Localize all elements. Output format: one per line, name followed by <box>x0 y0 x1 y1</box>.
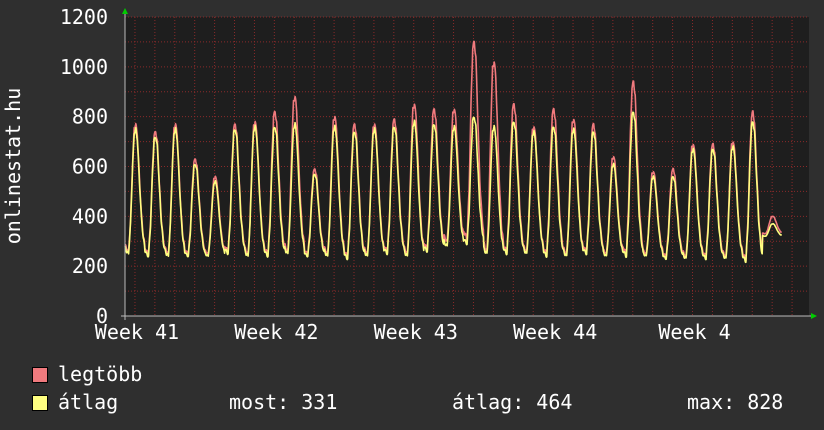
series-line-avg <box>124 111 783 264</box>
series-lines <box>124 40 783 264</box>
stat-average: átlag: 464 <box>452 390 573 414</box>
y-tick-label: 1000 <box>60 55 108 79</box>
legend-entry-max: legtöbb <box>30 362 820 388</box>
x-tick-label: Week 41 <box>95 320 179 344</box>
y-tick-label: 800 <box>72 105 108 129</box>
x-tick-label: Week 42 <box>234 320 318 344</box>
legend-label-avg: átlag <box>58 390 119 414</box>
stat-now: most: 331 <box>229 390 338 414</box>
stat-max: max: 828 <box>687 390 784 414</box>
legend-label-max: legtöbb <box>58 362 143 386</box>
y-tick-label: 0 <box>96 304 108 328</box>
y-tick-label: 600 <box>72 155 108 179</box>
y-tick-label: 400 <box>72 204 108 228</box>
y-tick-label: 200 <box>72 254 108 278</box>
y-axis-ticks: 0 200 400 600 800 1000 1200 <box>60 5 108 328</box>
series-line-max <box>124 40 783 262</box>
x-axis-ticks: Week 41 Week 42 Week 43 Week 44 Week 4 <box>95 320 731 344</box>
x-tick-label: Week 43 <box>374 320 458 344</box>
y-axis-arrow-icon <box>122 8 128 14</box>
legend-entry-avg: átlag most: 331 átlag: 464 max: 828 <box>30 390 820 416</box>
legend-swatch-max <box>32 367 48 383</box>
y-tick-label: 1200 <box>60 5 108 29</box>
grid-lines <box>125 16 809 316</box>
y-axis-label: onlinestat.hu <box>1 88 25 245</box>
x-tick-label: Week 4 <box>658 320 730 344</box>
legend-swatch-avg <box>32 395 48 411</box>
x-tick-label: Week 44 <box>513 320 597 344</box>
x-axis-arrow-icon <box>811 313 817 319</box>
